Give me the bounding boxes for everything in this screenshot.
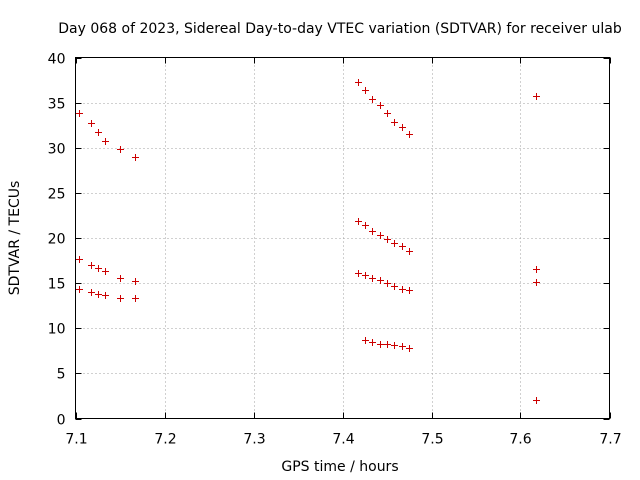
data-point (102, 268, 109, 275)
x-tick-label: 7.1 (65, 432, 87, 448)
data-point (533, 93, 540, 100)
data-point (377, 102, 384, 109)
data-point (95, 291, 102, 298)
data-point (384, 341, 391, 348)
x-axis-tick-labels: 7.1 7.2 7.3 7.4 7.5 7.6 7.7 (65, 432, 621, 448)
y-tick-label: 40 (48, 52, 66, 68)
data-point (377, 341, 384, 348)
data-point (406, 345, 413, 352)
data-point (406, 131, 413, 138)
data-point (391, 283, 398, 290)
y-axis-label: SDTVAR / TECUs (7, 181, 23, 296)
data-point (391, 119, 398, 126)
data-point (384, 236, 391, 243)
data-point (102, 138, 109, 145)
data-point (95, 265, 102, 272)
data-point (95, 129, 102, 136)
data-point (362, 87, 369, 94)
data-point (76, 110, 83, 117)
chart-title: Day 068 of 2023, Sidereal Day-to-day VTE… (58, 21, 622, 37)
data-point (132, 278, 139, 285)
data-point (384, 280, 391, 287)
data-point (88, 262, 95, 269)
data-point (533, 266, 540, 273)
y-tick-label: 5 (57, 367, 66, 383)
data-point (76, 286, 83, 293)
y-tick-label: 10 (48, 322, 66, 338)
x-tick-label: 7.4 (332, 432, 354, 448)
data-point (88, 289, 95, 296)
x-tick-label: 7.2 (154, 432, 176, 448)
x-tick-label: 7.3 (243, 432, 265, 448)
y-tick-label: 35 (48, 97, 66, 113)
data-point (384, 110, 391, 117)
data-point (533, 397, 540, 404)
data-point (355, 218, 362, 225)
y-axis-tick-labels: 0 5 10 15 20 25 30 35 40 (48, 52, 66, 429)
data-point (355, 270, 362, 277)
data-point (362, 337, 369, 344)
data-point (406, 287, 413, 294)
data-point (362, 222, 369, 229)
data-point (88, 120, 95, 127)
data-point (132, 154, 139, 161)
y-tick-label: 0 (57, 413, 66, 429)
data-point (399, 286, 406, 293)
grid-lines (75, 57, 610, 419)
y-tick-label: 30 (48, 142, 66, 158)
data-point (391, 342, 398, 349)
data-points (76, 79, 540, 404)
data-point (102, 292, 109, 299)
data-point (377, 277, 384, 284)
x-axis-label: GPS time / hours (281, 459, 398, 475)
y-tick-label: 15 (48, 277, 66, 293)
data-point (117, 275, 124, 282)
y-tick-label: 25 (48, 187, 66, 203)
data-point (391, 240, 398, 247)
data-point (399, 124, 406, 131)
data-point (369, 228, 376, 235)
data-point (399, 243, 406, 250)
data-point (377, 232, 384, 239)
axis-ticks (75, 57, 611, 420)
data-point (533, 279, 540, 286)
data-point (117, 295, 124, 302)
data-point (132, 295, 139, 302)
data-point (369, 339, 376, 346)
data-point (369, 96, 376, 103)
data-point (117, 146, 124, 153)
x-tick-label: 7.6 (509, 432, 531, 448)
data-point (399, 343, 406, 350)
data-point (76, 256, 83, 263)
x-tick-label: 7.5 (421, 432, 443, 448)
data-point (355, 79, 362, 86)
x-tick-label: 7.7 (599, 432, 621, 448)
data-point (369, 275, 376, 282)
data-point (406, 248, 413, 255)
y-tick-label: 20 (48, 232, 66, 248)
data-point (362, 272, 369, 279)
